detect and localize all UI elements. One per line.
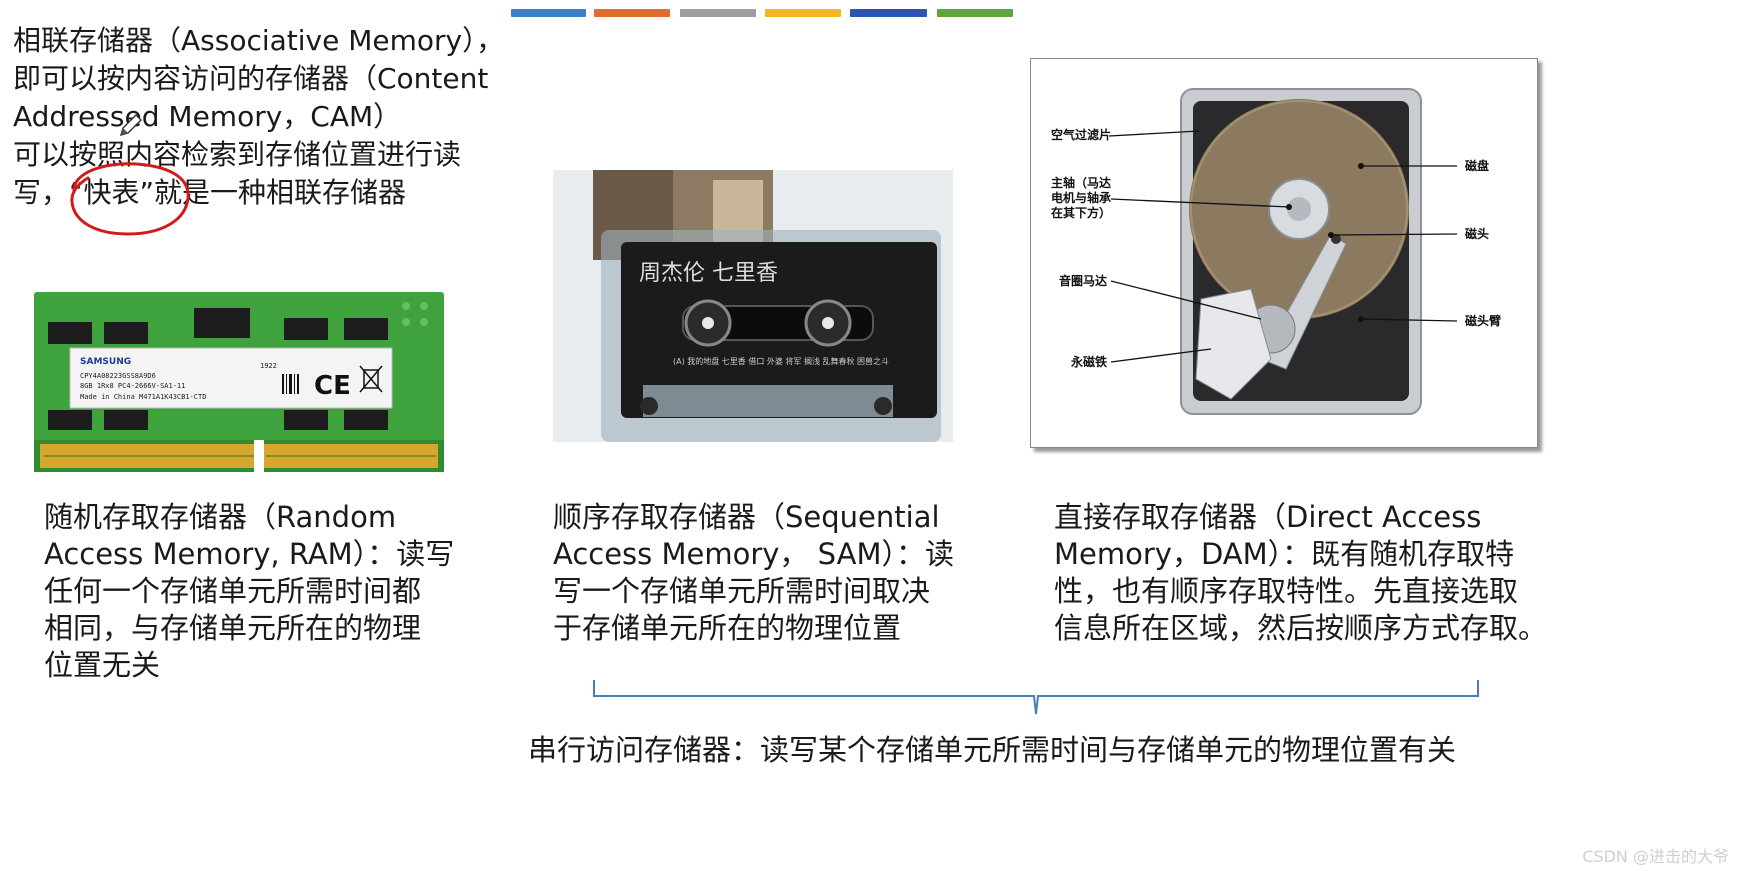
hdd-label-magnet: 永磁铁 (1070, 354, 1107, 369)
ram-sticker-line: CPY4A08223GSS8A9D6 (80, 372, 156, 380)
handdrawn-circle-annotation (70, 162, 190, 236)
cam-line: 即可以按内容访问的存储器（Content (13, 62, 489, 95)
hdd-label-voice-coil: 音圈马达 (1059, 273, 1107, 288)
ram-sticker-code: 1922 (260, 362, 277, 370)
ram-line: 任何一个存储单元所需时间都 (44, 574, 422, 608)
accent-bar-green (937, 9, 1013, 17)
grouping-brace (593, 680, 1479, 715)
sam-line: Access Memory， SAM）：读 (553, 537, 954, 571)
accent-bar-darkblue (850, 9, 927, 17)
ram-sticker-line: 8GB 1Rx8 PC4-2666V-SA1-11 (80, 382, 185, 390)
hdd-label-spindle: 电机与轴承 (1051, 190, 1111, 205)
sam-line: 写一个存储单元所需时间取决 (553, 574, 931, 608)
hdd-label-spindle: 主轴（马达 (1051, 175, 1111, 190)
cam-line: Addressed Memory，CAM） (13, 100, 402, 133)
ram-brand-label: SAMSUNG (80, 357, 131, 367)
pencil-cursor-icon (119, 114, 142, 137)
ram-line: 随机存取存储器（Random (44, 500, 397, 534)
ram-module-image: SAMSUNG CPY4A08223GSS8A9D6 8GB 1Rx8 PC4-… (34, 292, 444, 472)
accent-bar-blue (511, 9, 586, 17)
hdd-label-platter: 磁盘 (1464, 158, 1489, 173)
ram-line: Access Memory, RAM）：读写 (44, 537, 455, 571)
cam-line: 可以按照内容检索到存储位置进行读 (13, 138, 462, 171)
hdd-label-head: 磁头 (1464, 226, 1489, 241)
weee-bin-icon (359, 365, 383, 393)
hdd-label-filter: 空气过滤片 (1051, 127, 1111, 142)
dam-line: 性，也有顺序存取特性。先直接选取 (1054, 574, 1519, 608)
ram-sticker-line: Made in China M471A1K43CB1-CTD (80, 393, 206, 401)
tape-tracks: (A) 我的地盘 七里香 借口 外婆 将军 搁浅 乱舞春秋 困兽之斗 (673, 356, 889, 366)
hdd-label-spindle: 在其下方） (1051, 205, 1111, 220)
dam-line: 直接存取存储器（Direct Access (1054, 500, 1482, 534)
dam-line: 信息所在区域，然后按顺序方式存取。 (1054, 611, 1548, 645)
sam-line: 顺序存取存储器（Sequential (553, 500, 940, 534)
dam-description: 直接存取存储器（Direct Access Memory，DAM）：既有随机存取… (1054, 499, 1547, 647)
tape-title: 周杰伦 七里香 (639, 261, 778, 286)
cassette-tape-image: 周杰伦 七里香 (A) 我的地盘 七里香 借口 外婆 将军 搁浅 乱舞春秋 困兽… (553, 170, 953, 442)
serial-access-note: 串行访问存储器：读写某个存储单元所需时间与存储单元的物理位置有关 (528, 733, 1457, 767)
accent-bar-gray (680, 9, 756, 17)
accent-bar-orange (594, 9, 670, 17)
cam-description: 相联存储器（Associative Memory）， 即可以按内容访问的存储器（… (13, 22, 504, 212)
cam-line: 写，“快表”就是一种相联存储器 (13, 176, 407, 209)
sam-description: 顺序存取存储器（Sequential Access Memory， SAM）：读… (553, 499, 954, 647)
sam-line: 于存储单元所在的物理位置 (553, 611, 902, 645)
ce-mark-icon: CE (314, 371, 351, 401)
dam-line: Memory，DAM）：既有随机存取特 (1054, 537, 1515, 571)
ram-line: 相同，与存储单元所在的物理 (44, 611, 422, 645)
ram-description: 随机存取存储器（Random Access Memory, RAM）：读写 任何… (44, 499, 454, 684)
hdd-label-arm: 磁头臂 (1464, 313, 1501, 328)
cam-line: 相联存储器（Associative Memory）， (13, 24, 505, 57)
watermark: CSDN @进击的大爷 (1582, 847, 1729, 866)
hard-disk-image: 空气过滤片 主轴（马达 电机与轴承 在其下方） 音圈马达 永磁铁 磁盘 磁头 磁… (1030, 58, 1538, 448)
ram-line: 位置无关 (44, 648, 161, 682)
accent-bar-yellow (765, 9, 841, 17)
